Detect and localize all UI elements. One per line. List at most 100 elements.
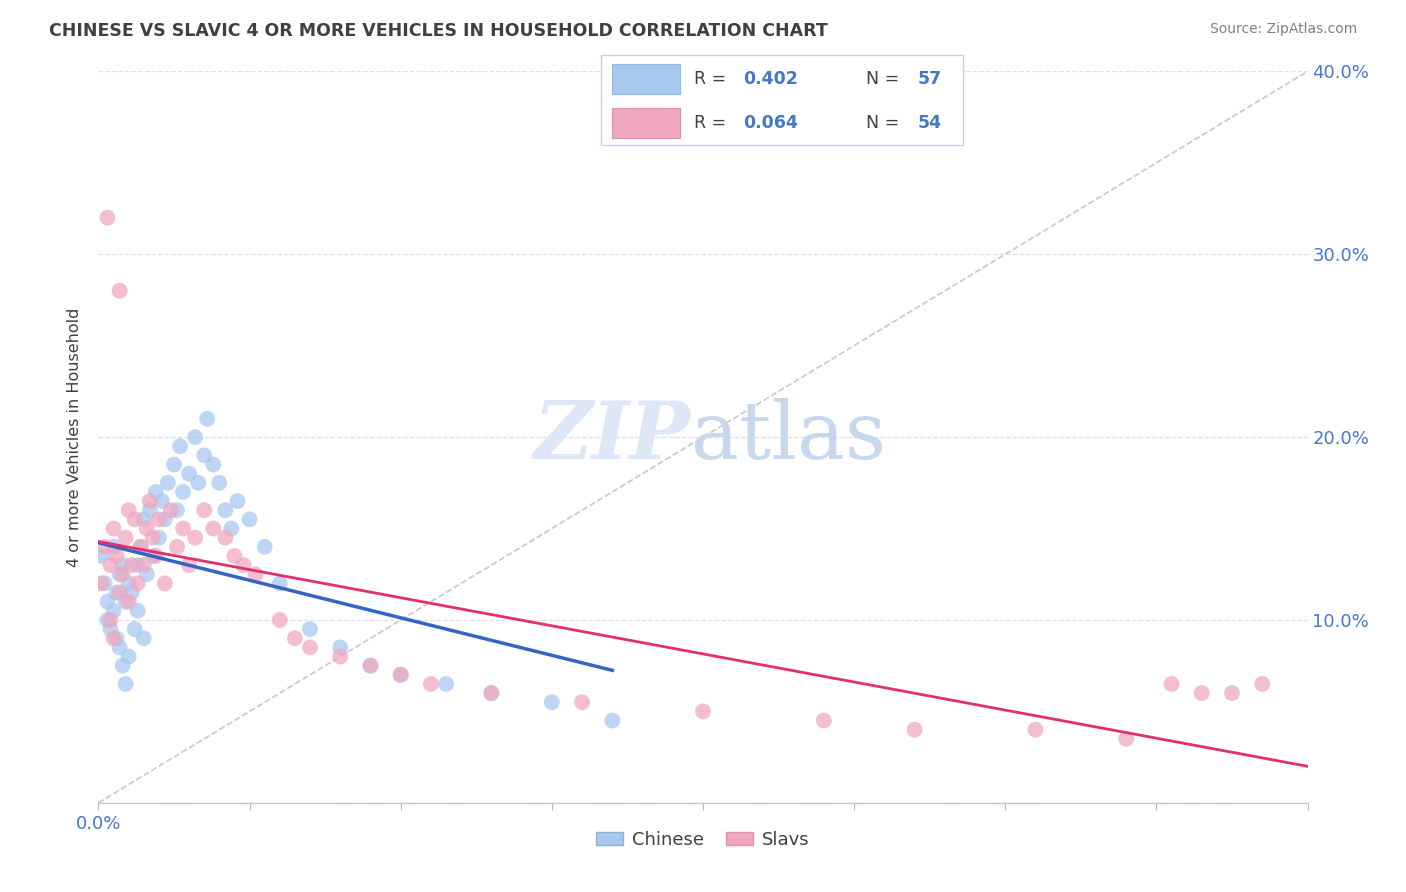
Point — [156, 475, 179, 490]
Point — [132, 558, 155, 573]
Point — [111, 658, 134, 673]
Point — [253, 540, 276, 554]
Text: 54: 54 — [918, 114, 942, 132]
Point — [602, 714, 624, 728]
Point — [108, 640, 131, 655]
Point — [1115, 731, 1137, 746]
Point — [100, 613, 122, 627]
Point — [114, 594, 136, 608]
Point — [571, 695, 593, 709]
Point — [142, 549, 165, 563]
Point — [118, 594, 141, 608]
Point — [208, 475, 231, 490]
Point — [434, 677, 457, 691]
Point — [269, 576, 291, 591]
Point — [127, 558, 149, 573]
Point — [329, 649, 352, 664]
Point — [420, 677, 443, 691]
Point — [193, 503, 215, 517]
Point — [114, 677, 136, 691]
Point — [179, 558, 201, 573]
FancyBboxPatch shape — [613, 64, 679, 94]
Point — [299, 640, 322, 655]
Point — [232, 558, 254, 573]
Point — [166, 503, 188, 517]
Point — [269, 613, 291, 627]
Point — [389, 667, 412, 681]
Point — [145, 549, 167, 563]
Point — [813, 714, 835, 728]
Point — [187, 475, 209, 490]
Point — [124, 512, 146, 526]
Point — [163, 458, 186, 472]
Point — [139, 503, 162, 517]
Point — [1191, 686, 1213, 700]
Point — [148, 512, 170, 526]
Point — [135, 567, 157, 582]
Point — [103, 632, 125, 646]
Point — [195, 412, 218, 426]
Text: 0.064: 0.064 — [742, 114, 797, 132]
Point — [160, 503, 183, 517]
Point — [103, 521, 125, 535]
Point — [111, 567, 134, 582]
Point — [132, 512, 155, 526]
Point — [481, 686, 503, 700]
Point — [118, 576, 141, 591]
Point — [96, 594, 118, 608]
Point — [105, 585, 128, 599]
Point — [389, 667, 412, 681]
Point — [90, 576, 112, 591]
Point — [540, 695, 562, 709]
Point — [118, 503, 141, 517]
Point — [100, 622, 122, 636]
Point — [692, 705, 714, 719]
Point — [139, 494, 162, 508]
Point — [114, 531, 136, 545]
Text: R =: R = — [695, 70, 733, 87]
Point — [124, 622, 146, 636]
Point — [214, 531, 236, 545]
Point — [105, 632, 128, 646]
Point — [129, 540, 152, 554]
Point — [1220, 686, 1243, 700]
Point — [172, 485, 194, 500]
Point — [96, 613, 118, 627]
Y-axis label: 4 or more Vehicles in Household: 4 or more Vehicles in Household — [67, 308, 83, 566]
Point — [108, 284, 131, 298]
Point — [224, 549, 246, 563]
Point — [360, 658, 382, 673]
Point — [299, 622, 322, 636]
Text: R =: R = — [695, 114, 733, 132]
Point — [169, 439, 191, 453]
Point — [202, 521, 225, 535]
Point — [96, 211, 118, 225]
Point — [105, 549, 128, 563]
Point — [193, 448, 215, 462]
Point — [166, 540, 188, 554]
Text: Source: ZipAtlas.com: Source: ZipAtlas.com — [1209, 22, 1357, 37]
Text: N =: N = — [866, 114, 904, 132]
Point — [111, 558, 134, 573]
Point — [172, 521, 194, 535]
Point — [153, 512, 176, 526]
Point — [221, 521, 243, 535]
Point — [179, 467, 201, 481]
Point — [150, 494, 173, 508]
Point — [93, 576, 115, 591]
Point — [1251, 677, 1274, 691]
Point — [127, 576, 149, 591]
Text: atlas: atlas — [690, 398, 886, 476]
Point — [118, 649, 141, 664]
Point — [90, 549, 112, 563]
Point — [329, 640, 352, 655]
Point — [108, 585, 131, 599]
Point — [184, 531, 207, 545]
Point — [153, 576, 176, 591]
FancyBboxPatch shape — [602, 55, 963, 145]
Point — [481, 686, 503, 700]
Text: CHINESE VS SLAVIC 4 OR MORE VEHICLES IN HOUSEHOLD CORRELATION CHART: CHINESE VS SLAVIC 4 OR MORE VEHICLES IN … — [49, 22, 828, 40]
Point — [121, 558, 143, 573]
Point — [145, 485, 167, 500]
Point — [239, 512, 262, 526]
